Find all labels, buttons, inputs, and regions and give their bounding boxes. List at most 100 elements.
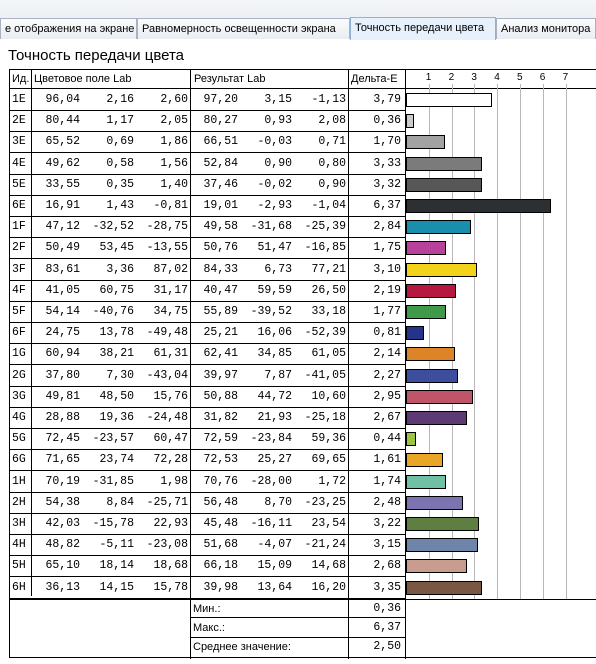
table-row: 6E 16,91 1,43 -0,81 19,01 -2,93 -1,04 6,37 (10, 195, 596, 217)
cell-target-b: -25,71 (146, 495, 188, 509)
scale-gridline (474, 84, 476, 599)
cell-target-b: 1,98 (160, 474, 188, 488)
cell-result-b: -25,39 (304, 220, 346, 234)
tab-screen-uniformity[interactable]: Равномерность освещенности экрана (137, 18, 350, 39)
cell-target-b: 1,40 (160, 177, 188, 191)
table-row: 3H 42,03 -15,78 22,93 45,48 -16,11 23,54 3,22 (10, 513, 596, 535)
delta-e-bar (406, 305, 446, 319)
delta-e-bar (406, 156, 482, 171)
summary-max-label: Макс.: (193, 622, 225, 634)
cell-delta-e: 2,95 (373, 389, 401, 403)
summary-min-label: Мин.: (193, 603, 221, 615)
delta-e-bar (406, 495, 463, 510)
row-divider (10, 364, 406, 366)
cell-id: 1F (12, 220, 26, 234)
cell-target-l: 54,38 (45, 495, 80, 509)
cell-result-l: 72,53 (203, 453, 238, 467)
cell-target-b: -24,48 (146, 411, 188, 424)
row-divider (10, 385, 406, 387)
cell-result-l: 40,47 (203, 283, 238, 297)
cell-id: 5H (12, 559, 26, 573)
cell-result-l: 39,98 (203, 580, 238, 594)
cell-target-a: 3,36 (106, 262, 134, 276)
cell-target-l: 41,05 (45, 283, 80, 297)
delta-e-bar (406, 432, 416, 447)
header-lab: Цветовое поле Lab (34, 73, 132, 85)
table-row: 1E 96,04 2,16 2,60 97,20 3,15 -1,13 3,79 (10, 89, 596, 111)
table-row: 1H 70,19 -31,85 1,98 70,76 -28,00 1,72 1,74 (10, 471, 596, 493)
cell-result-b: -1,13 (311, 93, 346, 106)
cell-result-a: 6,73 (264, 262, 292, 276)
scale-gridline (565, 84, 567, 599)
delta-e-bar (406, 199, 551, 213)
cell-result-l: 55,89 (203, 305, 238, 318)
cell-target-a: 18,14 (99, 559, 134, 573)
cell-result-l: 56,48 (203, 495, 238, 509)
cell-target-a: -32,52 (92, 220, 134, 234)
cell-result-b: -52,39 (304, 326, 346, 340)
cell-delta-e: 6,37 (373, 199, 401, 212)
cell-target-a: 60,75 (99, 283, 134, 297)
cell-target-a: 0,35 (106, 177, 134, 191)
cell-target-b: 15,76 (153, 389, 188, 403)
cell-result-l: 62,41 (203, 347, 238, 361)
scale-tick-label: 1 (425, 72, 432, 83)
tab-display-modes[interactable]: е отображения на экране (0, 18, 137, 39)
cell-id: 4H (12, 538, 26, 552)
cell-target-a: 0,58 (106, 156, 134, 170)
cell-target-l: 71,65 (45, 453, 80, 467)
delta-e-bar (406, 135, 445, 150)
cell-delta-e: 1,75 (373, 241, 401, 255)
cell-result-b: 10,60 (311, 389, 346, 403)
cell-result-a: -31,68 (250, 220, 292, 234)
table-row: 2E 80,44 1,17 2,05 80,27 0,93 2,08 0,36 (10, 110, 596, 133)
cell-id: 4E (12, 156, 26, 170)
table-row: 2F 50,49 53,45 -13,55 50,76 51,47 -16,85 1,75 (10, 237, 596, 260)
cell-target-a: 13,78 (99, 326, 134, 340)
table-row: 3F 83,61 3,36 87,02 84,33 6,73 77,21 3,10 (10, 259, 596, 281)
cell-delta-e: 2,14 (373, 347, 401, 361)
cell-target-l: 49,62 (45, 156, 80, 170)
cell-target-l: 37,80 (45, 368, 80, 382)
cell-id: 6F (12, 326, 26, 340)
tab-color-accuracy[interactable]: Точность передачи цвета (350, 17, 496, 40)
row-divider (10, 449, 406, 451)
cell-target-l: 50,49 (45, 241, 80, 255)
cell-result-l: 52,84 (203, 156, 238, 170)
cell-delta-e: 2,67 (373, 411, 401, 424)
cell-target-l: 80,44 (45, 114, 80, 128)
delta-e-bar (406, 93, 492, 107)
cell-target-b: -13,55 (146, 241, 188, 255)
cell-target-b: 34,75 (153, 305, 188, 318)
scale-tick-label: 6 (539, 72, 546, 83)
scale-tick-label: 5 (517, 72, 523, 83)
delta-e-bar (406, 580, 482, 595)
cell-delta-e: 3,32 (373, 177, 401, 191)
cell-delta-e: 3,15 (373, 538, 401, 552)
summary-row-divider (190, 637, 406, 638)
cell-id: 5E (12, 177, 26, 191)
cell-target-b: 61,31 (153, 347, 188, 361)
table-row: 3G 49,81 48,50 15,76 50,88 44,72 10,60 2,95 (10, 386, 596, 408)
cell-result-a: -39,52 (250, 305, 292, 318)
cell-delta-e: 0,44 (373, 432, 401, 446)
cell-target-a: 53,45 (99, 241, 134, 255)
table-row: 4G 28,88 19,36 -24,48 31,82 21,93 -25,18 2,67 (10, 407, 596, 429)
cell-result-l: 84,33 (203, 262, 238, 276)
row-divider (10, 152, 406, 154)
cell-result-b: 61,05 (311, 347, 346, 361)
cell-result-l: 25,21 (203, 326, 238, 340)
header-result: Результат Lab (194, 73, 266, 85)
cell-target-l: 65,52 (45, 135, 80, 149)
row-divider (10, 576, 406, 578)
delta-e-bar (406, 559, 467, 574)
cell-result-l: 72,59 (203, 432, 238, 446)
cell-target-l: 70,19 (45, 474, 80, 488)
cell-delta-e: 1,61 (373, 453, 401, 467)
row-divider (10, 491, 406, 493)
cell-delta-e: 0,81 (373, 326, 401, 340)
cell-result-a: 3,15 (264, 93, 292, 106)
cell-result-b: 33,18 (311, 305, 346, 318)
cell-result-b: -21,24 (304, 538, 346, 552)
tab-monitor-analysis[interactable]: Анализ монитора (496, 18, 596, 39)
